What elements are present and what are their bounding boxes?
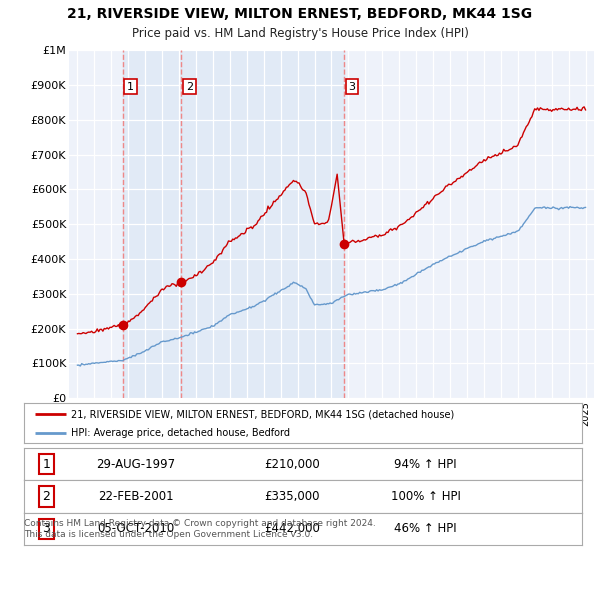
Text: 100% ↑ HPI: 100% ↑ HPI [391,490,461,503]
Text: Contains HM Land Registry data © Crown copyright and database right 2024.: Contains HM Land Registry data © Crown c… [24,519,376,527]
Text: 3: 3 [43,522,50,536]
Text: Price paid vs. HM Land Registry's House Price Index (HPI): Price paid vs. HM Land Registry's House … [131,27,469,40]
Text: £442,000: £442,000 [264,522,320,536]
Text: 22-FEB-2001: 22-FEB-2001 [98,490,173,503]
Text: 21, RIVERSIDE VIEW, MILTON ERNEST, BEDFORD, MK44 1SG: 21, RIVERSIDE VIEW, MILTON ERNEST, BEDFO… [67,7,533,21]
Text: 46% ↑ HPI: 46% ↑ HPI [394,522,457,536]
Text: 2: 2 [43,490,50,503]
Text: 29-AUG-1997: 29-AUG-1997 [96,457,175,471]
Text: 94% ↑ HPI: 94% ↑ HPI [394,457,457,471]
Bar [122,50,181,398]
Text: 05-OCT-2010: 05-OCT-2010 [97,522,174,536]
Text: £210,000: £210,000 [264,457,320,471]
Text: HPI: Average price, detached house, Bedford: HPI: Average price, detached house, Bedf… [71,428,290,438]
Bar [181,50,344,398]
Text: This data is licensed under the Open Government Licence v3.0.: This data is licensed under the Open Gov… [24,530,313,539]
Text: 3: 3 [349,81,356,91]
Text: 1: 1 [43,457,50,471]
Text: 1: 1 [127,81,134,91]
Text: 2: 2 [185,81,193,91]
Text: 21, RIVERSIDE VIEW, MILTON ERNEST, BEDFORD, MK44 1SG (detached house): 21, RIVERSIDE VIEW, MILTON ERNEST, BEDFO… [71,409,455,419]
Text: £335,000: £335,000 [264,490,320,503]
